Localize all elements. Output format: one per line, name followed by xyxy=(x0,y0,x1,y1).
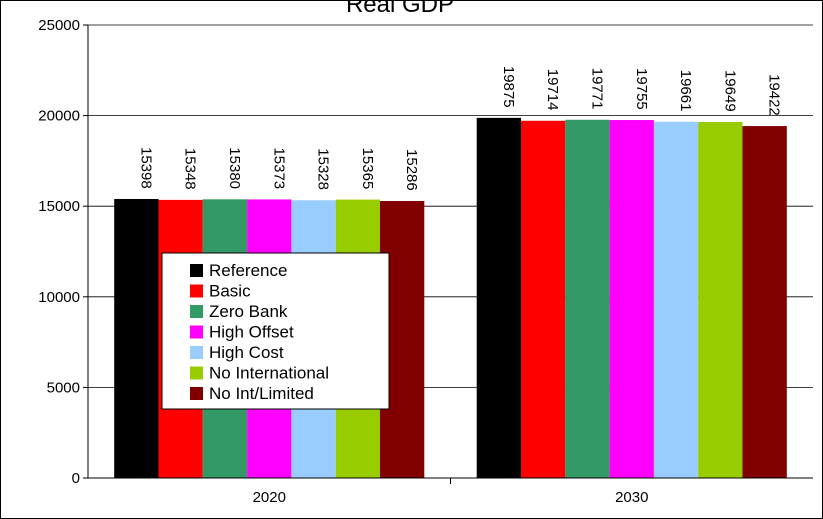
legend-swatch xyxy=(190,366,203,380)
bar xyxy=(521,120,566,478)
y-tick-label: 25000 xyxy=(38,17,80,34)
legend-entry: High Cost xyxy=(209,343,284,362)
data-label: 19714 xyxy=(544,69,561,111)
bar xyxy=(476,117,521,479)
data-label: 15398 xyxy=(137,147,154,189)
bar xyxy=(565,119,610,478)
data-label: 15286 xyxy=(403,149,420,191)
y-tick-label: 10000 xyxy=(38,289,80,306)
legend-swatch xyxy=(190,346,203,359)
y-tick-label: 15000 xyxy=(38,198,80,215)
y-tick-label: 0 xyxy=(72,470,80,487)
y-tick-label: 5000 xyxy=(47,379,80,396)
legend-entry: No Int/Limited xyxy=(209,384,314,403)
data-label: 15373 xyxy=(270,147,287,189)
bar xyxy=(114,198,159,479)
chart-title: Real GDP xyxy=(346,0,454,18)
data-labels: 15398 15348 15380 15373 15328 15365 15286 19875… xyxy=(137,66,782,191)
axes: 0 5000 10000 15000 20000 25000 2020 2030 xyxy=(38,17,813,506)
x-tick-label: 2030 xyxy=(615,489,648,506)
bar xyxy=(698,121,743,479)
bar xyxy=(653,121,699,479)
legend-swatch xyxy=(190,387,203,400)
x-tick-label: 2020 xyxy=(253,489,286,506)
data-label: 19875 xyxy=(500,66,517,108)
data-label: 19771 xyxy=(588,68,605,110)
legend-swatch xyxy=(190,284,203,298)
legend-swatch xyxy=(190,325,203,339)
data-label: 15328 xyxy=(315,148,332,190)
data-label: 19661 xyxy=(677,70,694,112)
legend-entry: High Offset xyxy=(209,323,294,342)
legend-swatch xyxy=(190,305,203,318)
legend-entry: Reference xyxy=(209,261,287,280)
data-label: 15380 xyxy=(226,147,243,189)
legend-entry: Zero Bank xyxy=(209,302,288,321)
data-label: 15365 xyxy=(359,148,376,190)
legend-swatch xyxy=(190,264,203,277)
data-label: 19755 xyxy=(633,68,650,110)
data-label: 19422 xyxy=(766,74,783,116)
bar xyxy=(742,126,787,478)
legend-entry: No International xyxy=(209,364,329,383)
data-label: 19649 xyxy=(721,70,738,112)
data-label: 15348 xyxy=(182,148,199,190)
bar xyxy=(609,120,654,478)
legend-entry: Basic xyxy=(209,282,251,301)
y-tick-label: 20000 xyxy=(38,108,80,125)
